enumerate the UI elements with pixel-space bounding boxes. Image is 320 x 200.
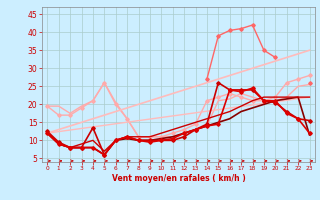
X-axis label: Vent moyen/en rafales ( km/h ): Vent moyen/en rafales ( km/h ) bbox=[112, 174, 245, 183]
